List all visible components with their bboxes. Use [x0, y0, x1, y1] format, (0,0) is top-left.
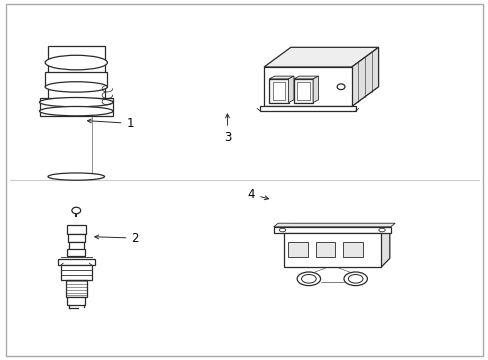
Ellipse shape: [336, 84, 344, 90]
Bar: [272, 82, 285, 100]
Bar: [45, 72, 107, 87]
Ellipse shape: [301, 274, 316, 283]
Polygon shape: [312, 76, 318, 103]
Bar: [260, 107, 355, 111]
Bar: [67, 297, 85, 305]
Polygon shape: [264, 47, 378, 67]
Bar: [269, 79, 288, 103]
Polygon shape: [351, 47, 378, 107]
Bar: [48, 46, 104, 111]
Ellipse shape: [378, 228, 385, 232]
Ellipse shape: [45, 82, 107, 92]
Ellipse shape: [48, 173, 104, 180]
Bar: [40, 98, 113, 116]
Bar: [66, 225, 86, 234]
Polygon shape: [293, 76, 318, 79]
Polygon shape: [273, 223, 394, 227]
Ellipse shape: [40, 98, 113, 107]
Polygon shape: [269, 76, 293, 79]
Bar: [69, 242, 83, 249]
Polygon shape: [288, 76, 293, 103]
Polygon shape: [380, 224, 389, 267]
Bar: [273, 227, 390, 233]
Ellipse shape: [343, 272, 366, 285]
Text: 4: 4: [247, 188, 268, 201]
Text: 2: 2: [95, 231, 139, 244]
Ellipse shape: [72, 207, 81, 214]
Bar: [342, 242, 362, 257]
Bar: [288, 242, 307, 257]
Ellipse shape: [45, 55, 107, 70]
Bar: [68, 234, 84, 242]
Bar: [67, 249, 85, 256]
Ellipse shape: [297, 272, 320, 285]
Bar: [61, 265, 92, 280]
Ellipse shape: [40, 107, 113, 116]
Polygon shape: [283, 233, 380, 267]
Text: 1: 1: [87, 117, 134, 130]
Ellipse shape: [279, 228, 285, 232]
Bar: [65, 280, 87, 297]
Polygon shape: [264, 67, 351, 107]
Polygon shape: [283, 224, 389, 233]
Text: 3: 3: [224, 114, 231, 144]
Ellipse shape: [347, 274, 362, 283]
Bar: [315, 242, 334, 257]
Bar: [58, 259, 95, 265]
Bar: [293, 79, 312, 103]
Bar: [297, 82, 309, 100]
